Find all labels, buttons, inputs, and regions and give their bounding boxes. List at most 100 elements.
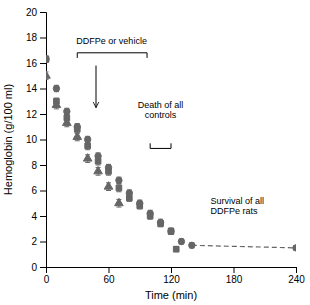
error-bar <box>116 184 121 192</box>
series <box>192 245 296 248</box>
y-tick-mark <box>40 267 46 268</box>
y-axis-line <box>40 13 47 268</box>
y-tick-mark <box>40 140 46 141</box>
x-tick: 180 <box>226 267 243 285</box>
point <box>126 190 132 196</box>
error-bar <box>106 164 111 170</box>
x-tick-mark <box>234 267 235 273</box>
error-bar <box>46 56 49 62</box>
error-bar <box>174 247 179 252</box>
x-tick-label: 180 <box>226 274 243 285</box>
point <box>53 85 59 91</box>
point <box>157 219 163 225</box>
y-tick: 14 <box>26 83 46 94</box>
y-tick: 18 <box>26 32 46 43</box>
y-tick-mark <box>40 191 46 192</box>
x-tick: 60 <box>103 267 115 285</box>
y-axis-title: Hemoglobin (g/100 ml) <box>2 84 14 195</box>
y-tick: 16 <box>26 58 46 69</box>
error-bar <box>179 239 184 244</box>
y-tick: 10 <box>26 134 46 145</box>
error-bar <box>64 108 69 114</box>
annotation: DDFPe or vehicle <box>76 36 147 46</box>
y-tick-mark <box>40 165 46 166</box>
point <box>115 198 124 205</box>
point <box>116 177 122 183</box>
y-tick-label: 16 <box>26 58 38 69</box>
point <box>293 245 296 251</box>
x-tick-mark <box>296 267 297 273</box>
error-bar <box>127 190 132 196</box>
y-tick-mark <box>40 114 46 115</box>
point <box>116 185 122 191</box>
point <box>94 166 103 173</box>
point <box>104 182 113 189</box>
y-tick: 12 <box>26 109 46 120</box>
y-tick-label: 2 <box>31 236 37 247</box>
y-tick-label: 10 <box>26 134 38 145</box>
y-tick-label: 0 <box>31 262 37 273</box>
plot: 0 60 120 180 240 0 2 4 6 8 10 12 14 16 18 20 Time (min) H… <box>2 7 305 301</box>
chart: 0 60 120 180 240 0 2 4 6 8 10 12 14 16 18 20 Time (min) H… <box>0 0 310 305</box>
x-tick-label: 240 <box>288 274 305 285</box>
x-axis-title: Time (min) <box>145 289 197 301</box>
error-bar <box>116 177 121 183</box>
error-bar <box>46 56 49 62</box>
point <box>85 143 91 149</box>
annotation-line: Death of all <box>138 100 184 110</box>
error-bar <box>158 219 163 225</box>
point <box>46 56 49 62</box>
error-bar <box>169 228 174 234</box>
error-bar <box>148 210 153 216</box>
y-tick-label: 20 <box>26 7 38 18</box>
y-tick-mark <box>40 38 46 39</box>
y-tick: 2 <box>31 236 46 247</box>
y-tick-label: 8 <box>31 160 37 171</box>
point <box>137 200 143 206</box>
y-tick-label: 4 <box>31 211 37 222</box>
y-tick: 6 <box>31 185 46 196</box>
x-axis: 0 60 120 180 240 <box>44 267 306 285</box>
annotation: Death of allcontrols <box>138 100 184 120</box>
error-bar <box>96 153 101 159</box>
y-tick: 8 <box>31 160 46 171</box>
annotations: DDFPe or vehicle Death of allcontrols Surv… <box>76 36 264 216</box>
error-bar <box>169 228 174 234</box>
x-tick-mark <box>109 267 110 273</box>
point <box>84 136 90 142</box>
y-tick: 0 <box>31 262 46 273</box>
point <box>64 108 70 114</box>
bracket <box>77 53 147 58</box>
error-bar <box>75 124 80 130</box>
y-tick: 20 <box>26 7 46 18</box>
y-axis: 0 2 4 6 8 10 12 14 16 18 20 <box>26 7 47 273</box>
point <box>52 100 61 107</box>
point <box>74 124 80 130</box>
x-tick-label: 120 <box>163 274 180 285</box>
point <box>168 228 174 234</box>
point <box>95 153 101 159</box>
x-tick-mark <box>171 267 172 273</box>
point <box>46 56 49 62</box>
series <box>46 71 123 207</box>
point <box>147 210 153 216</box>
point <box>173 246 179 252</box>
error-bar <box>137 200 142 206</box>
series <box>46 56 179 252</box>
y-tick-mark <box>40 242 46 243</box>
y-tick-mark <box>40 216 46 217</box>
x-tick-label: 60 <box>103 274 115 285</box>
annotation-line: DDFPe rats <box>211 206 259 216</box>
y-tick-label: 6 <box>31 185 37 196</box>
annotation-line: Survival of all <box>211 196 265 206</box>
x-tick: 0 <box>44 267 50 285</box>
series <box>46 56 296 251</box>
error-bar <box>85 136 90 142</box>
error-bar <box>54 85 59 91</box>
y-tick-mark <box>40 89 46 90</box>
point <box>168 228 174 234</box>
point <box>46 71 50 78</box>
annotation-line: controls <box>145 110 177 120</box>
y-tick-label: 14 <box>26 83 38 94</box>
x-tick-label: 0 <box>44 274 50 285</box>
